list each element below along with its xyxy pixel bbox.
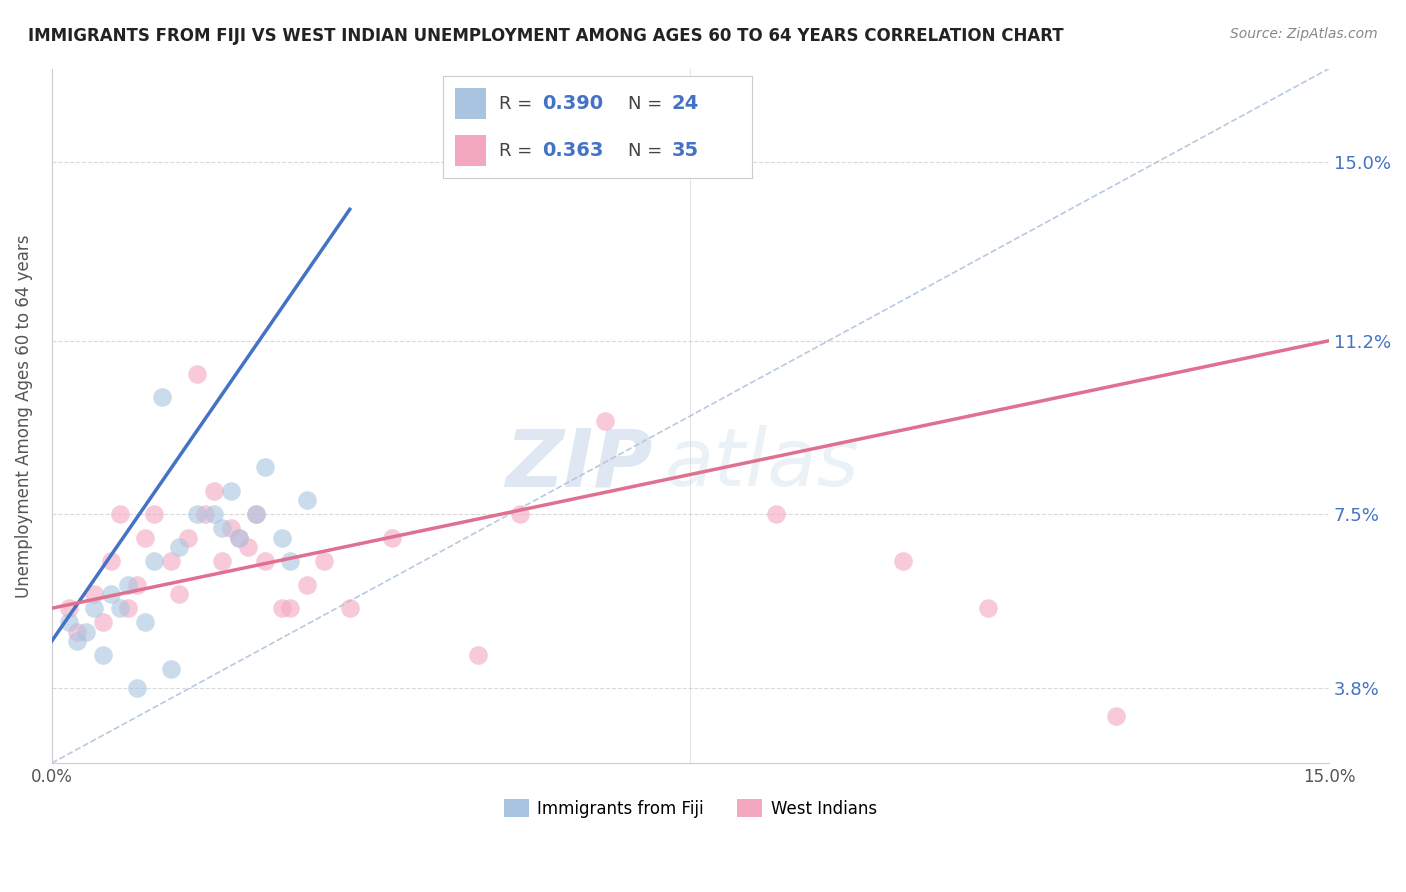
Point (100, 587, 122, 601)
Point (278, 554, 301, 568)
Point (228, 531, 250, 545)
Point (977, 601, 1000, 615)
Point (117, 578, 139, 592)
Point (509, 508, 531, 522)
Point (58, 615, 80, 630)
Point (295, 493, 318, 508)
Point (134, 615, 156, 630)
Text: R =: R = (499, 142, 537, 160)
Point (83, 587, 105, 601)
Point (169, 587, 191, 601)
Point (381, 531, 404, 545)
Point (270, 601, 292, 615)
Point (891, 554, 914, 568)
Point (245, 508, 267, 522)
Point (117, 601, 139, 615)
Point (228, 531, 250, 545)
Point (108, 601, 131, 615)
Point (253, 554, 276, 568)
Point (202, 483, 225, 498)
Point (253, 460, 276, 475)
Point (1105, 709, 1128, 723)
Point (160, 662, 183, 676)
Point (91, 648, 114, 663)
Text: IMMIGRANTS FROM FIJI VS WEST INDIAN UNEMPLOYMENT AMONG AGES 60 TO 64 YEARS CORRE: IMMIGRANTS FROM FIJI VS WEST INDIAN UNEM… (28, 27, 1064, 45)
Legend: Immigrants from Fiji, West Indians: Immigrants from Fiji, West Indians (498, 793, 883, 824)
Point (219, 483, 242, 498)
Point (75, 624, 97, 639)
Text: Source: ZipAtlas.com: Source: ZipAtlas.com (1230, 27, 1378, 41)
Text: 24: 24 (672, 94, 699, 113)
Point (142, 554, 165, 568)
Point (467, 648, 489, 663)
Point (125, 681, 148, 695)
Text: ZIP: ZIP (505, 425, 652, 503)
Text: atlas: atlas (665, 425, 859, 503)
Text: 0.390: 0.390 (541, 94, 603, 113)
Point (108, 508, 131, 522)
Point (211, 521, 233, 535)
Point (169, 540, 191, 554)
Text: R =: R = (499, 95, 537, 112)
Point (186, 508, 208, 522)
Point (278, 601, 301, 615)
Point (91, 615, 114, 630)
Point (339, 601, 361, 615)
Point (152, 390, 174, 404)
Point (245, 508, 267, 522)
Point (142, 508, 165, 522)
Point (295, 578, 318, 592)
Point (765, 508, 787, 522)
Point (83, 601, 105, 615)
FancyBboxPatch shape (456, 88, 486, 119)
Point (236, 540, 259, 554)
Point (270, 531, 292, 545)
Point (66, 634, 89, 648)
Point (219, 521, 242, 535)
Point (160, 554, 183, 568)
Text: 0.363: 0.363 (541, 141, 603, 161)
Point (100, 554, 122, 568)
Point (58, 601, 80, 615)
Point (66, 624, 89, 639)
Point (314, 554, 336, 568)
Point (194, 508, 217, 522)
Text: N =: N = (628, 142, 668, 160)
FancyBboxPatch shape (456, 136, 486, 166)
Y-axis label: Unemployment Among Ages 60 to 64 years: Unemployment Among Ages 60 to 64 years (15, 234, 32, 598)
Text: 35: 35 (672, 141, 699, 161)
Text: N =: N = (628, 95, 668, 112)
Point (202, 508, 225, 522)
Point (177, 531, 200, 545)
Point (134, 531, 156, 545)
Point (125, 578, 148, 592)
Point (593, 413, 616, 427)
Point (211, 554, 233, 568)
Point (186, 367, 208, 381)
